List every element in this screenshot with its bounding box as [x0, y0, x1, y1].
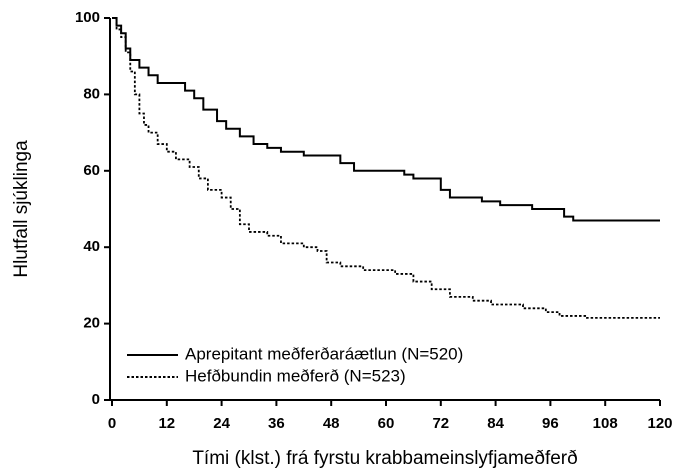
y-tick-label: 20	[83, 315, 100, 332]
x-tick-label: 0	[108, 415, 116, 432]
x-axis-title: Tími (klst.) frá fyrstu krabbameinslyfja…	[192, 448, 577, 469]
x-tick-label: 72	[432, 415, 449, 432]
x-tick-label: 12	[158, 415, 175, 432]
y-tick-label: 80	[83, 85, 100, 102]
y-tick-label: 40	[83, 238, 100, 255]
x-tick-label: 60	[378, 415, 395, 432]
x-tick-label: 108	[593, 415, 618, 432]
y-tick-label: 100	[75, 9, 100, 26]
y-tick-label: 60	[83, 162, 100, 179]
x-tick-label: 48	[323, 415, 340, 432]
x-tick-label: 36	[268, 415, 285, 432]
x-tick-label: 120	[647, 415, 672, 432]
x-tick-label: 96	[542, 415, 559, 432]
y-tick-label: 0	[92, 391, 100, 408]
legend-label: Aprepitant meðferðaráætlun (N=520)	[185, 344, 463, 363]
survival-line	[112, 17, 660, 319]
x-tick-label: 24	[213, 415, 230, 432]
x-tick-label: 84	[487, 415, 504, 432]
legend-label: Hefðbundin meðferð (N=523)	[185, 366, 406, 385]
survival-line	[112, 17, 660, 222]
y-axis-title: Hlutfall sjúklinga	[11, 140, 32, 278]
